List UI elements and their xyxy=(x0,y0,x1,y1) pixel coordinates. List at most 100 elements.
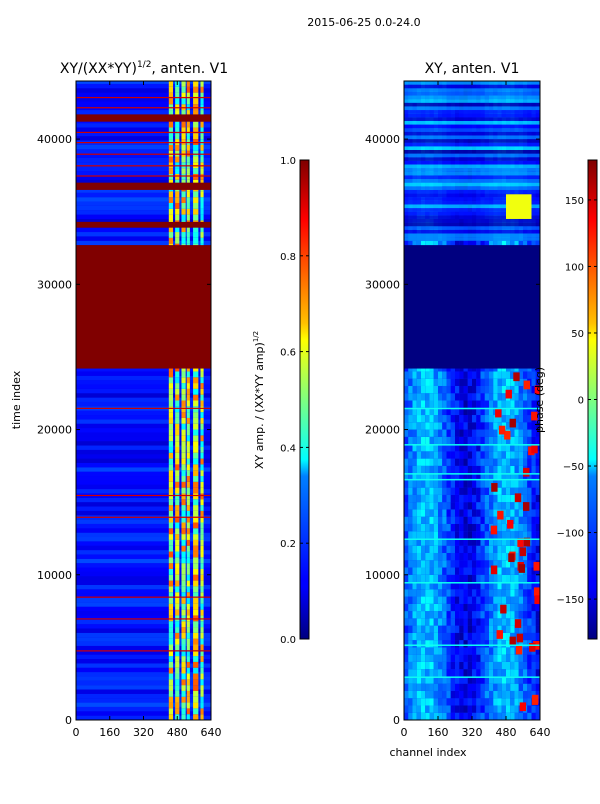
right-heatmap-cell xyxy=(404,705,409,713)
right-heatmap-cell xyxy=(535,509,540,517)
right-heatmap-cell xyxy=(404,683,409,691)
right-heatmap-cell xyxy=(493,545,498,553)
left-heatmap-column-cell xyxy=(200,400,204,407)
right-xtick-label: 480 xyxy=(496,726,517,739)
right-heatmap-cell xyxy=(455,516,460,524)
right-heatmap-cell xyxy=(416,560,421,568)
right-heatmap-cell xyxy=(425,509,430,517)
left-heatmap-column-cell xyxy=(168,557,174,564)
right-heatmap-cell xyxy=(429,690,434,699)
right-heatmap-cell xyxy=(442,669,447,677)
right-heatmap-cell xyxy=(459,516,464,524)
left-heatmap-column-cell xyxy=(186,557,190,564)
left-heatmap-row xyxy=(76,598,211,603)
right-heatmap-cell xyxy=(480,480,485,488)
right-heatmap-cell xyxy=(450,509,455,517)
right-heatmap-cell xyxy=(408,371,413,379)
right-heatmap-cell xyxy=(472,552,477,561)
right-heatmap-cell xyxy=(455,415,460,423)
right-heatmap-cell xyxy=(433,509,438,517)
left-heatmap-row xyxy=(76,445,211,450)
right-heatmap-cell xyxy=(433,516,438,524)
right-heatmap-cell xyxy=(506,683,511,691)
right-heatmap-cell xyxy=(497,465,502,474)
right-heatmap-cell xyxy=(506,690,511,699)
right-heatmap-cell xyxy=(493,669,498,677)
right-heatmap-cell xyxy=(442,400,447,408)
right-heatmap-cell xyxy=(493,690,498,699)
right-heatmap-cell xyxy=(480,632,485,641)
left-heatmap-column-cell xyxy=(193,110,199,116)
right-heatmap-cell xyxy=(493,451,498,459)
right-heatmap-blob xyxy=(532,694,539,704)
right-heatmap-cell xyxy=(510,458,515,466)
right-heatmap-cell xyxy=(514,582,519,590)
left-heatmap-column-cell xyxy=(168,400,174,407)
right-heatmap-cell xyxy=(442,407,447,416)
right-heatmap-blob xyxy=(514,493,522,503)
right-heatmap-cell xyxy=(433,654,438,662)
right-heatmap-cell xyxy=(467,574,472,583)
left-heatmap-column-cell xyxy=(175,214,180,221)
right-heatmap-cell xyxy=(535,393,540,401)
right-heatmap-cell xyxy=(429,531,434,539)
left-heatmap-row xyxy=(76,401,211,407)
left-heatmap-column-cell xyxy=(200,377,204,384)
right-heatmap-cell xyxy=(527,422,532,430)
right-heatmap-cell xyxy=(459,494,464,503)
right-heatmap-blob xyxy=(531,411,538,421)
left-heatmap-column-cell xyxy=(181,127,186,134)
left-heatmap-column-cell xyxy=(168,394,174,401)
right-heatmap-cell xyxy=(506,698,511,706)
right-heatmap-cell xyxy=(514,531,519,539)
right-heatmap-cell xyxy=(472,683,477,691)
left-heatmap-column-cell xyxy=(175,696,180,703)
left-heatmap-column-cell xyxy=(200,510,204,517)
right-heatmap-cell xyxy=(510,531,515,539)
left-heatmap-column-cell xyxy=(193,539,199,546)
left-heatmap-column-cell xyxy=(175,377,180,384)
right-heatmap-cell xyxy=(501,690,506,699)
right-heatmap-cell xyxy=(518,458,523,466)
left-heatmap-column-cell xyxy=(193,685,199,691)
right-heatmap-cell xyxy=(442,596,447,604)
right-heatmap-cell xyxy=(408,661,413,670)
right-heatmap-cell xyxy=(442,705,447,713)
right-heatmap-cell xyxy=(463,415,468,423)
left-heatmap-column-cell xyxy=(200,214,204,221)
right-heatmap-cell xyxy=(421,385,426,394)
right-heatmap-cell xyxy=(404,422,409,430)
right-heatmap-row xyxy=(404,128,540,132)
left-heatmap-column-cell xyxy=(181,110,186,116)
left-heatmap-column-cell xyxy=(175,551,180,558)
left-heatmap-column-cell xyxy=(193,435,199,442)
left-heatmap-column-cell xyxy=(168,574,174,581)
left-heatmap-row xyxy=(76,606,211,612)
right-heatmap-cell xyxy=(404,698,409,706)
right-heatmap-row xyxy=(404,175,540,180)
right-heatmap-cell xyxy=(438,574,443,583)
left-heatmap-column-cell xyxy=(181,632,186,639)
left-red-line xyxy=(76,131,211,134)
right-heatmap-cell xyxy=(527,618,532,626)
left-heatmap-column-cell xyxy=(175,412,180,418)
left-heatmap-column-cell xyxy=(186,98,190,105)
right-heatmap-cell xyxy=(531,690,536,699)
right-heatmap-cell xyxy=(484,378,489,386)
right-heatmap-cell xyxy=(501,560,506,568)
left-heatmap-column-cell xyxy=(193,400,199,407)
right-heatmap-cell xyxy=(476,654,481,662)
right-heatmap-cell xyxy=(404,451,409,459)
right-heatmap-cell xyxy=(446,407,451,416)
right-heatmap-cell xyxy=(506,487,511,495)
left-heatmap-column-cell xyxy=(200,696,204,703)
right-heatmap-cell xyxy=(493,640,498,648)
right-heatmap-cell xyxy=(438,698,443,706)
left-heatmap-column-cell xyxy=(186,92,190,99)
left-heatmap-column-cell xyxy=(186,714,190,720)
right-heatmap-cell xyxy=(480,712,485,720)
right-heatmap-cell xyxy=(404,676,409,684)
right-heatmap-cell xyxy=(527,698,532,706)
right-heatmap-cell xyxy=(433,705,438,713)
right-heatmap-cell xyxy=(438,676,443,684)
